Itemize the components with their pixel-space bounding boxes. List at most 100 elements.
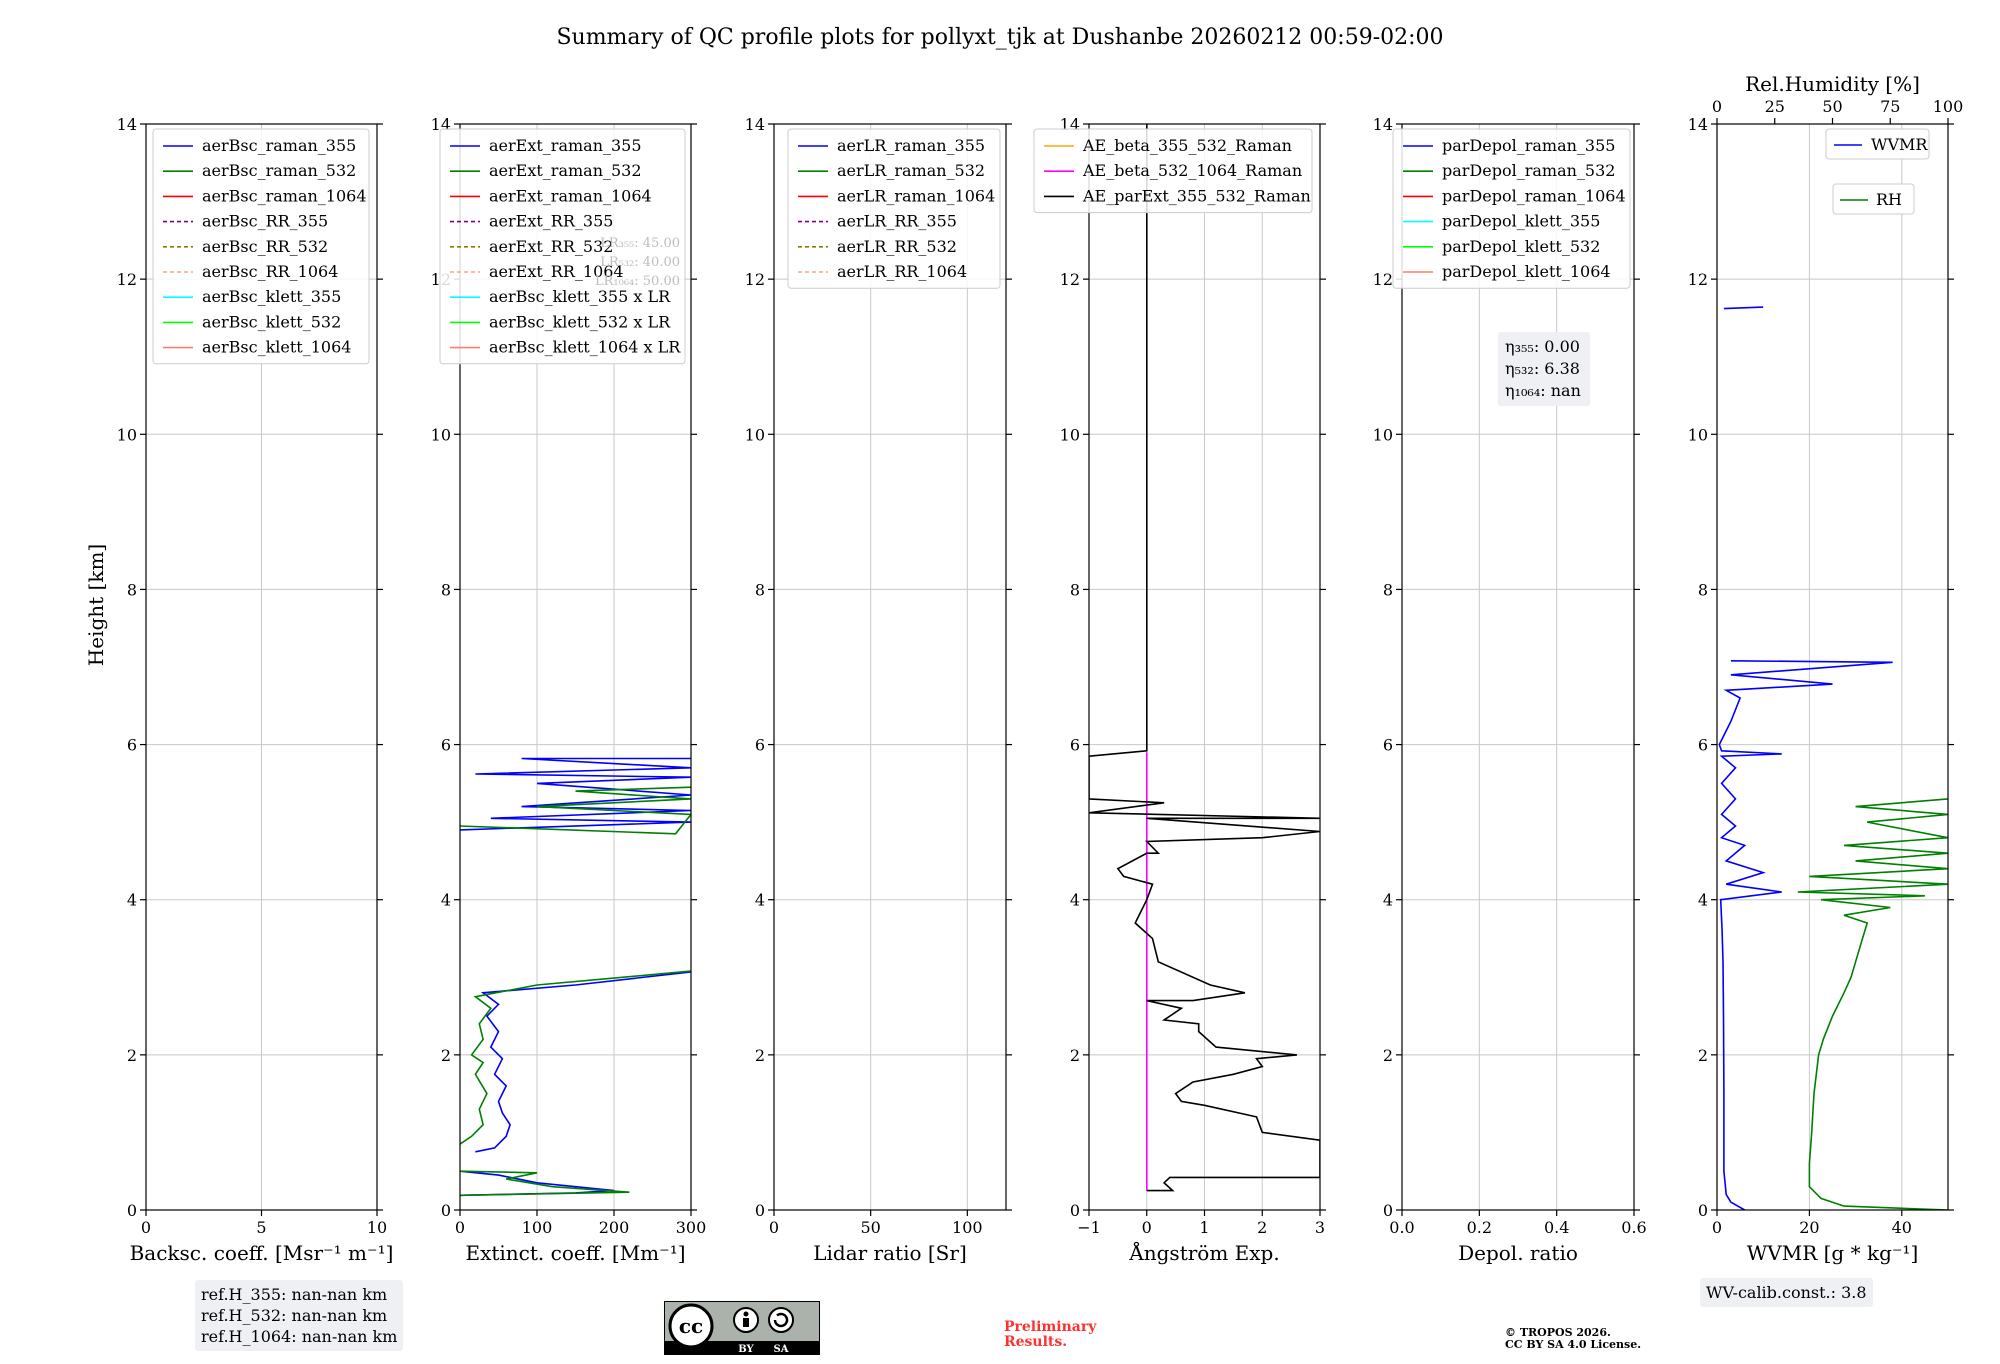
lidar-ratio-annotation: LR₅₃₂: 40.00 [600,255,680,270]
x-tick-label: −1 [1077,1218,1101,1237]
y-tick-label: 12 [1688,270,1708,289]
y-tick-label: 0 [755,1201,765,1220]
legend-entry-label: aerBsc_RR_355 [202,212,328,231]
x-tick-label: 3 [1315,1218,1325,1237]
legend-entry-label: aerBsc_raman_355 [202,136,356,155]
legend-entry-label: aerLR_raman_355 [837,136,985,155]
top-x-axis-label: Rel.Humidity [%] [1745,72,1920,96]
legend-entry-label: AE_parExt_355_532_Raman [1082,186,1311,205]
legend-entry-label: aerBsc_klett_1064 x LR [489,338,681,357]
legend-entry-label: RH [1876,190,1902,209]
x-tick-label: 40 [1892,1218,1912,1237]
y-tick-label: 4 [127,891,137,910]
y-tick-label: 2 [127,1046,137,1065]
legend: aerExt_raman_355 aerExt_raman_532 aerExt_r… [439,128,686,365]
x-axis-label: Ångström Exp. [1128,1240,1279,1265]
ref-line-532: ref.H_532: nan-nan km [201,1306,388,1325]
x-tick-label: 0.6 [1621,1218,1646,1237]
x-axis-label: WVMR [g * kg⁻¹] [1747,1241,1919,1265]
panel-lr: 0 2 4 6 8 10 12 14 0 50 100 Lidar ratio [Sr] aerLR_r… [745,115,1012,1265]
preliminary-results-note: Preliminary Results. [1004,1320,1096,1350]
cc-logo-icon [668,1303,714,1349]
copyright-line-1: © TROPOS 2026. [1505,1326,1611,1339]
legend-entry-label: WVMR [1871,135,1928,154]
legend-entry-label: parDepol_klett_355 [1442,212,1600,231]
legend-entry-label: aerExt_raman_532 [489,161,642,180]
y-tick-label: 12 [745,270,765,289]
legend-rh: RH [1832,183,1915,215]
reference-height-box: ref.H_355: nan-nan km ref.H_532: nan-nan… [195,1280,404,1351]
ref-line-1064: ref.H_1064: nan-nan km [201,1327,398,1346]
legend-frame [439,128,686,365]
y-tick-label: 2 [441,1046,451,1065]
top-x-tick-label: 25 [1765,97,1785,116]
panel-ext: 024681012140100200300Extinct. coeff. [Mm… [431,115,707,1265]
x-tick-label: 5 [256,1218,266,1237]
x-tick-label: 0 [1142,1218,1152,1237]
x-axis-label: Depol. ratio [1458,1241,1578,1265]
series-line-aerExt_raman_355 [475,971,691,1153]
x-tick-label: 0 [1712,1218,1722,1237]
legend-entry-label: aerBsc_klett_532 x LR [489,312,671,331]
y-tick-label: 10 [431,425,451,444]
legend-frame [152,128,370,365]
legend: AE_beta_355_532_Raman AE_beta_532_1064_Ra… [1033,128,1313,214]
legend-entry-label: AE_beta_532_1064_Raman [1082,161,1302,180]
wv-calibration-box: WV-calib.const.: 3.8 [1700,1278,1873,1307]
panel-bsc: 0 2 4 6 8 10 12 14 0 5 10 Backsc. coeff. [Msr⁻¹ m⁻¹… [117,115,394,1265]
legend-entry-label: aerBsc_klett_532 [202,312,341,331]
legend: parDepol_raman_355 parDepol_raman_532 parD… [1392,128,1631,289]
y-tick-label: 14 [1373,115,1393,134]
legend-frame [1832,183,1915,215]
y-tick-label: 4 [1383,891,1393,910]
x-tick-label: 0.0 [1389,1218,1414,1237]
top-x-tick-label: 75 [1880,97,1900,116]
y-tick-label: 4 [1070,891,1080,910]
legend-entry-label: parDepol_klett_532 [1442,237,1600,256]
share-alike-arrow [773,1312,789,1328]
plot-frame [773,123,1007,1211]
legend-entry-label: aerExt_raman_1064 [489,186,652,205]
eta-annotation-text: η₁₀₆₄: nan [1505,381,1581,400]
x-tick-label: 50 [860,1218,880,1237]
wv-calibration-constant: WV-calib.const.: 3.8 [1706,1283,1867,1302]
y-tick-label: 6 [1070,736,1080,755]
legend: aerLR_raman_355 aerLR_raman_532 aerLR_rama… [787,128,1001,289]
y-tick-label: 2 [1383,1046,1393,1065]
legend-entry-label: aerLR_raman_1064 [837,186,995,205]
y-tick-label: 12 [117,270,137,289]
legend-wvmr: WVMR [1825,128,1930,160]
eta-annotation-box [1498,332,1590,406]
attribution-person-body [743,1318,749,1327]
x-tick-label: 0.2 [1467,1218,1492,1237]
legend-entry-label: parDepol_raman_532 [1442,161,1615,180]
legend-entry-label: aerBsc_RR_1064 [202,262,338,281]
series-line-aerExt_raman_532_upper [460,786,691,835]
cc-logo-text: cc [679,1314,703,1338]
y-tick-label: 4 [755,891,765,910]
y-tick-label: 8 [755,580,765,599]
y-tick-label: 8 [1698,580,1708,599]
y-tick-label: 0 [1383,1201,1393,1220]
y-tick-label: 8 [1383,580,1393,599]
y-tick-label: 8 [441,580,451,599]
x-axis-label: Lidar ratio [Sr] [813,1241,967,1265]
x-tick-label: 2 [1257,1218,1267,1237]
x-tick-label: 200 [599,1218,630,1237]
copyright-line-2: CC BY SA 4.0 License. [1505,1338,1642,1351]
legend-entry-label: aerBsc_raman_532 [202,161,356,180]
x-tick-label: 0 [455,1218,465,1237]
x-tick-label: 1 [1199,1218,1209,1237]
x-tick-label: 20 [1799,1218,1819,1237]
preliminary-line-2: Results. [1004,1334,1068,1350]
y-tick-label: 6 [1698,736,1708,755]
y-tick-label: 14 [745,115,765,134]
lidar-ratio-annotation: LR₁₀₆₄: 50.00 [595,274,680,289]
legend-entry-label: aerExt_raman_355 [489,136,642,155]
top-x-tick-label: 0 [1712,97,1722,116]
y-tick-label: 10 [1060,425,1080,444]
attribution-person-head [743,1311,749,1317]
y-tick-label: 10 [745,425,765,444]
